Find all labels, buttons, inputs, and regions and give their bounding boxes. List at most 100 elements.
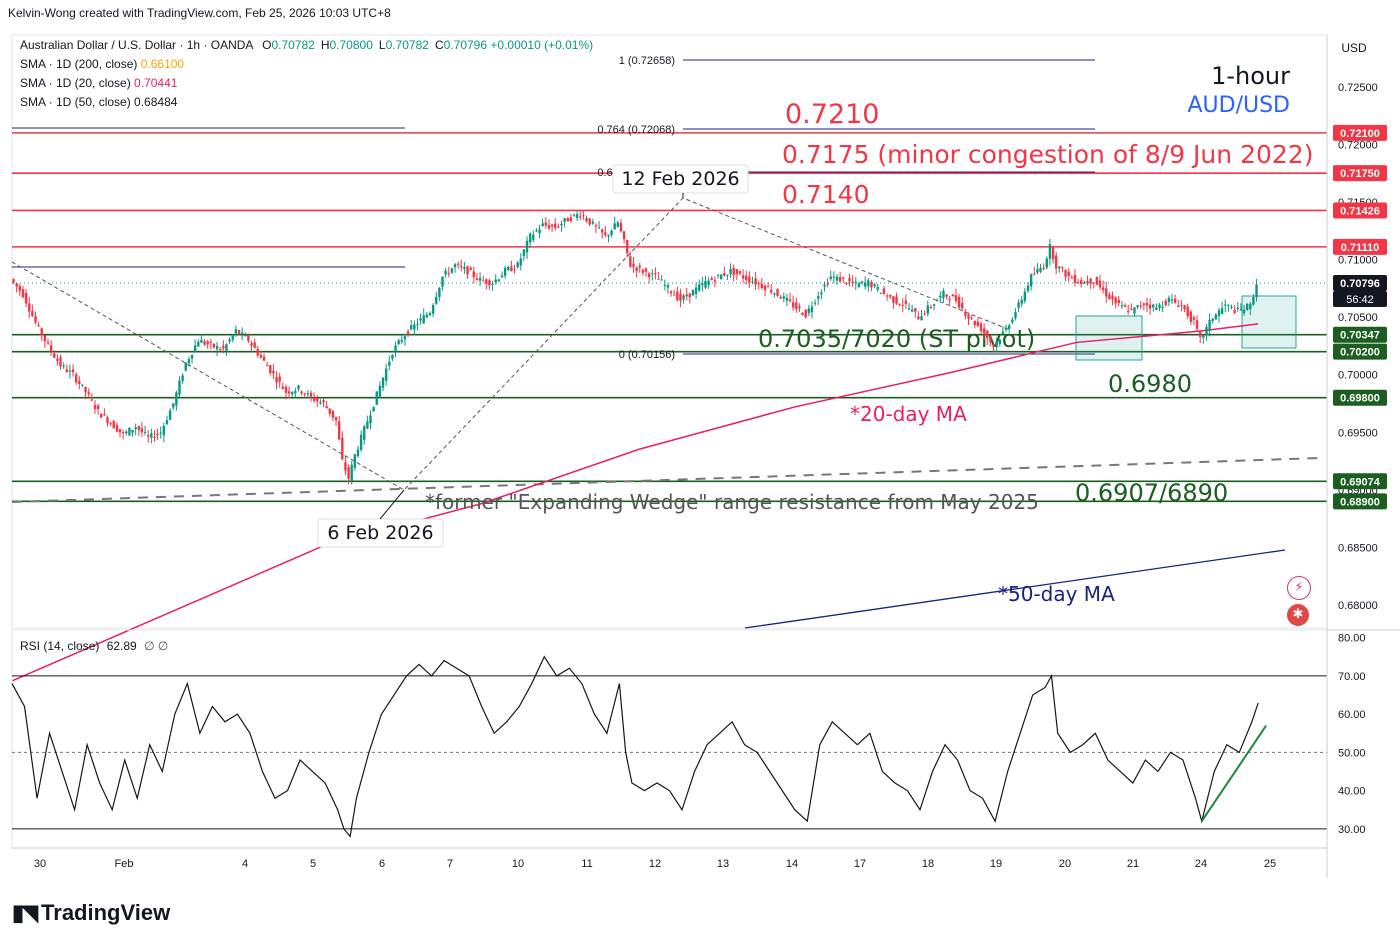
candle xyxy=(575,214,579,218)
flag-icon[interactable]: ✱ xyxy=(1287,604,1309,626)
candle xyxy=(397,340,400,345)
candle xyxy=(409,325,413,330)
candle xyxy=(406,331,410,335)
ohlc-value-l: 0.70782 xyxy=(385,38,429,52)
candle xyxy=(1080,280,1083,285)
candle xyxy=(240,332,244,335)
candle xyxy=(935,300,939,302)
candle xyxy=(961,303,964,309)
tradingview-logo[interactable]: ▮◥ TradingView xyxy=(12,900,170,926)
candle xyxy=(829,276,832,280)
candle xyxy=(478,277,482,281)
candle xyxy=(441,276,444,287)
candle xyxy=(212,343,216,348)
candle xyxy=(666,285,670,288)
candle xyxy=(466,266,469,275)
sma-20-label: SMA · 1D (20, close) xyxy=(20,76,131,90)
candle xyxy=(369,415,372,424)
time-tick-label: 5 xyxy=(310,858,316,870)
time-tick-label: 18 xyxy=(922,858,934,870)
candle xyxy=(384,368,388,381)
candle xyxy=(1061,267,1064,269)
candle xyxy=(388,361,391,366)
candle xyxy=(942,290,945,298)
candle xyxy=(876,286,879,290)
candle xyxy=(979,323,983,332)
candle xyxy=(31,311,34,317)
candle xyxy=(153,436,156,439)
candle xyxy=(1051,246,1055,260)
candle xyxy=(910,309,914,312)
ma50-line xyxy=(744,549,1286,629)
candle xyxy=(1073,274,1077,283)
candle xyxy=(78,380,81,385)
candle xyxy=(1186,306,1189,317)
candle xyxy=(71,369,75,373)
candle xyxy=(244,335,247,337)
candle xyxy=(1039,267,1042,272)
ohlc-value-o: 0.70782 xyxy=(271,38,315,52)
candle xyxy=(447,273,450,275)
candle xyxy=(710,278,713,280)
candle xyxy=(644,268,648,272)
candle xyxy=(560,223,563,226)
currency-button[interactable]: USD xyxy=(1341,41,1367,55)
price-badge xyxy=(1333,165,1387,182)
candle xyxy=(757,283,760,285)
legend-change: +0.00010 (+0.01%) xyxy=(490,38,594,52)
candle xyxy=(682,295,685,300)
candle xyxy=(1048,243,1052,259)
brand-name: TradingView xyxy=(41,900,171,925)
candle xyxy=(857,283,861,288)
candle xyxy=(1245,303,1249,311)
candle xyxy=(103,414,106,416)
candle xyxy=(494,279,497,283)
candle xyxy=(309,392,313,397)
rsi-extra: ∅ ∅ xyxy=(144,639,169,653)
candle xyxy=(945,294,948,297)
candle xyxy=(604,232,607,235)
price-badge xyxy=(1333,275,1387,292)
rsi-pane-frame xyxy=(11,629,1328,849)
candle xyxy=(1054,255,1058,269)
candle xyxy=(954,295,958,301)
price-badge-label: 0.69800 xyxy=(1340,393,1380,405)
time-tick-label: 25 xyxy=(1264,858,1276,870)
candle xyxy=(162,425,166,436)
candle xyxy=(1133,307,1136,314)
candle xyxy=(275,376,278,383)
candle xyxy=(528,233,532,243)
time-tick-label: 7 xyxy=(447,858,453,870)
candle xyxy=(344,462,347,471)
candle xyxy=(507,267,510,270)
candle xyxy=(1152,304,1155,308)
candle xyxy=(1220,308,1224,315)
candle xyxy=(334,416,338,421)
candle xyxy=(74,374,78,383)
candle xyxy=(1192,317,1196,320)
candle xyxy=(278,376,281,382)
lightning-icon[interactable]: ⚡ xyxy=(1287,576,1311,600)
candle xyxy=(801,313,804,316)
candle xyxy=(622,231,626,240)
candle xyxy=(1198,330,1202,338)
candle xyxy=(215,346,219,350)
rsi-pane[interactable] xyxy=(11,629,1328,849)
candle xyxy=(939,295,942,298)
candle xyxy=(907,308,911,310)
candle xyxy=(1236,307,1239,310)
candle xyxy=(106,417,109,424)
price-pane[interactable]: 0.7210 0.7175 (minor congestion of 8/9 Ju… xyxy=(11,34,1400,682)
candle xyxy=(726,274,729,276)
candle xyxy=(510,266,513,272)
candle xyxy=(43,335,47,342)
candle xyxy=(444,270,447,275)
candle xyxy=(297,385,300,390)
annotation-6-feb: 6 Feb 2026 xyxy=(327,522,433,544)
candle xyxy=(920,316,923,321)
candle xyxy=(1092,282,1095,284)
candle xyxy=(1202,335,1205,338)
candle xyxy=(798,306,801,309)
level-label: 0.7035/7020 (ST pivot) xyxy=(758,325,1035,353)
